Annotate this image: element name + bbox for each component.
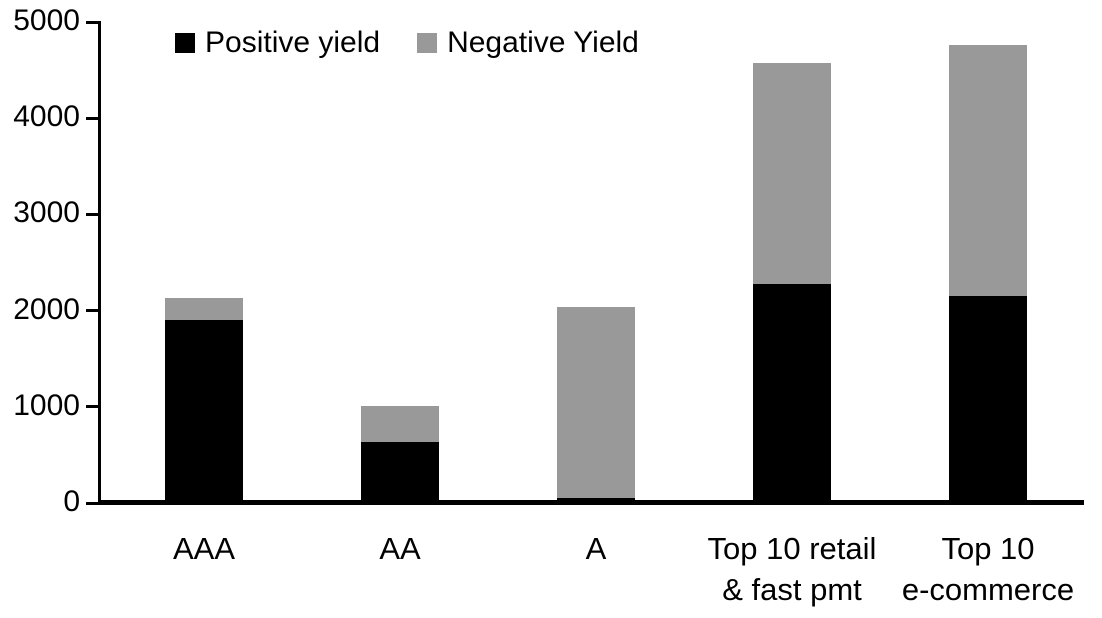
- y-tick-label: 1000: [13, 388, 80, 422]
- legend: Positive yield Negative Yield: [175, 26, 639, 59]
- x-axis-label-aa: AA: [379, 531, 421, 566]
- legend-swatch-negative-yield-icon: [417, 33, 438, 53]
- x-axis-label-aaa: AAA: [172, 531, 236, 566]
- y-tick-label: 3000: [13, 196, 80, 230]
- bar-segment-positive-yield-aaa: [165, 320, 243, 503]
- y-tick-label: 0: [63, 485, 80, 518]
- y-tick-mark: [86, 20, 98, 24]
- y-tick-mark: [86, 405, 98, 409]
- bar-segment-negative-yield-top-10-retail: [753, 63, 831, 284]
- y-tick-label: 5000: [13, 4, 80, 37]
- bar-segment-negative-yield-aa: [361, 405, 439, 443]
- legend-item-positive-yield: Positive yield: [175, 26, 381, 59]
- legend-item-negative-yield: Negative Yield: [417, 26, 639, 59]
- legend-label-positive-yield: Positive yield: [205, 26, 381, 59]
- x-axis-label-top-10: Top 10 e-commerce: [901, 531, 1075, 607]
- bar-segment-negative-yield-aaa: [165, 298, 243, 321]
- x-axis-label-top-10-retail: Top 10 retail & fast pmt: [707, 531, 877, 607]
- bar-segment-positive-yield-aa: [361, 442, 439, 503]
- legend-swatch-positive-yield-icon: [175, 33, 195, 53]
- y-tick-mark: [86, 309, 98, 313]
- x-axis-label-a: A: [585, 531, 607, 566]
- y-tick-mark: [86, 212, 98, 216]
- x-axis-line: [98, 500, 1084, 505]
- bar-segment-positive-yield-top-10: [949, 296, 1027, 503]
- bar-segment-negative-yield-top-10: [949, 45, 1027, 297]
- y-tick-label: 2000: [13, 292, 80, 326]
- bar-segment-negative-yield-a: [557, 307, 635, 499]
- y-tick-label: 4000: [13, 100, 80, 134]
- bar-segment-positive-yield-top-10-retail: [753, 283, 831, 503]
- y-axis-line: [98, 21, 101, 503]
- legend-label-negative-yield: Negative Yield: [447, 26, 639, 59]
- y-tick-mark: [86, 501, 98, 505]
- y-tick-mark: [86, 116, 98, 120]
